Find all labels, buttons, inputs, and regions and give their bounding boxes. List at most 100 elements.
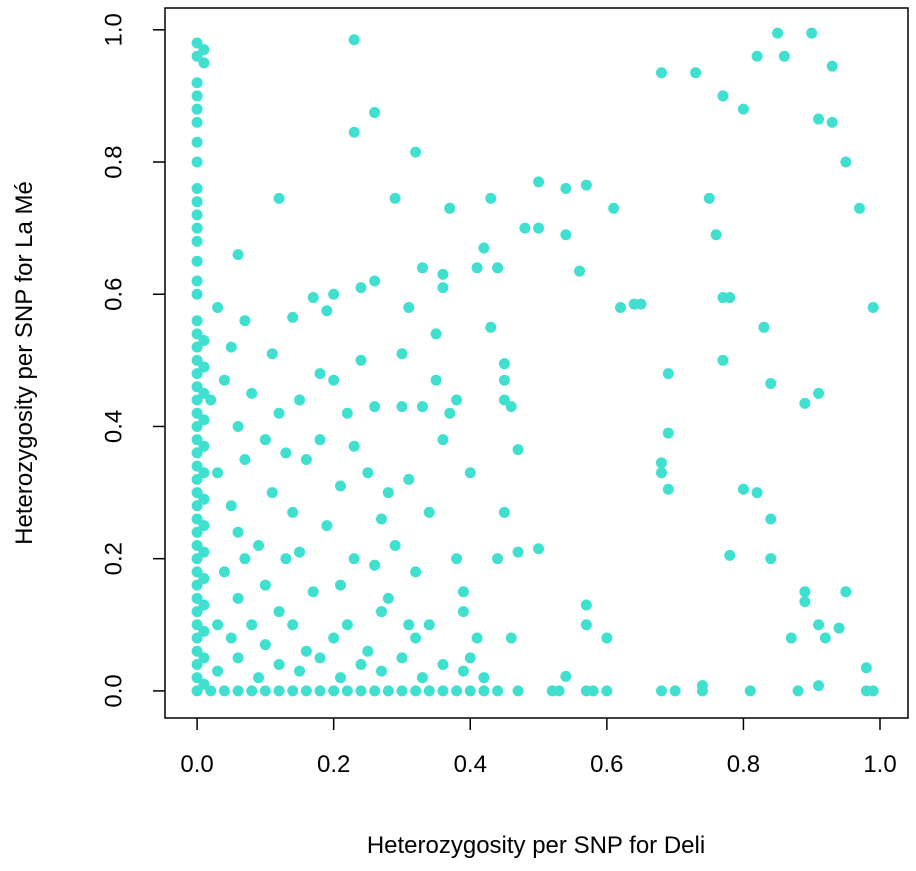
point bbox=[191, 592, 203, 604]
point bbox=[744, 685, 756, 697]
point bbox=[410, 146, 422, 158]
point bbox=[280, 553, 292, 565]
x-tick-label: 0.6 bbox=[590, 751, 623, 778]
point bbox=[451, 685, 463, 697]
point bbox=[369, 685, 381, 697]
point bbox=[239, 553, 251, 565]
point bbox=[813, 387, 825, 399]
point bbox=[232, 249, 244, 261]
point bbox=[191, 606, 203, 618]
point bbox=[601, 632, 613, 644]
point bbox=[410, 632, 422, 644]
point bbox=[765, 377, 777, 389]
point bbox=[437, 282, 449, 294]
point bbox=[232, 685, 244, 697]
point bbox=[246, 685, 258, 697]
point bbox=[403, 619, 415, 631]
point bbox=[375, 606, 387, 618]
x-axis-title: Heterozygosity per SNP for Deli bbox=[367, 832, 705, 859]
point bbox=[423, 506, 435, 518]
point bbox=[198, 361, 210, 373]
point bbox=[655, 67, 667, 79]
point bbox=[198, 599, 210, 611]
point bbox=[335, 480, 347, 492]
point bbox=[232, 592, 244, 604]
point bbox=[259, 434, 271, 446]
point bbox=[533, 543, 545, 555]
point bbox=[191, 579, 203, 591]
point bbox=[451, 553, 463, 565]
point bbox=[191, 553, 203, 565]
point bbox=[737, 483, 749, 495]
point bbox=[273, 407, 285, 419]
point bbox=[560, 670, 572, 682]
y-axis-title: Heterozygosity per SNP for La Mé bbox=[11, 181, 38, 545]
point bbox=[860, 662, 872, 674]
point bbox=[191, 420, 203, 432]
points bbox=[191, 27, 879, 697]
point bbox=[724, 292, 736, 304]
point bbox=[867, 301, 879, 313]
point bbox=[826, 60, 838, 72]
point bbox=[348, 34, 360, 46]
point bbox=[457, 586, 469, 598]
point bbox=[574, 265, 586, 277]
point bbox=[191, 209, 203, 221]
point bbox=[266, 487, 278, 499]
point bbox=[355, 354, 367, 366]
point bbox=[335, 579, 347, 591]
point bbox=[246, 387, 258, 399]
y-tick-label: 0.2 bbox=[100, 542, 127, 575]
point bbox=[191, 341, 203, 353]
point bbox=[710, 229, 722, 241]
point bbox=[198, 678, 210, 690]
point bbox=[198, 414, 210, 426]
point bbox=[314, 368, 326, 380]
point bbox=[662, 368, 674, 380]
point bbox=[191, 354, 203, 366]
point bbox=[826, 116, 838, 128]
point bbox=[396, 652, 408, 664]
point bbox=[553, 685, 565, 697]
point bbox=[239, 315, 251, 327]
point bbox=[403, 301, 415, 313]
point bbox=[519, 222, 531, 234]
plot-frame bbox=[164, 7, 909, 719]
point bbox=[478, 242, 490, 254]
point bbox=[840, 156, 852, 168]
point bbox=[191, 77, 203, 89]
point bbox=[273, 685, 285, 697]
point bbox=[655, 457, 667, 469]
point bbox=[492, 685, 504, 697]
point bbox=[273, 192, 285, 204]
point bbox=[191, 90, 203, 102]
point bbox=[314, 652, 326, 664]
point bbox=[696, 680, 708, 692]
point bbox=[191, 394, 203, 406]
point bbox=[232, 652, 244, 664]
point bbox=[758, 321, 770, 333]
point bbox=[259, 579, 271, 591]
point bbox=[478, 672, 490, 684]
point bbox=[655, 467, 667, 479]
point bbox=[430, 328, 442, 340]
point bbox=[416, 672, 428, 684]
point bbox=[423, 619, 435, 631]
point bbox=[191, 632, 203, 644]
point bbox=[444, 407, 456, 419]
point bbox=[348, 126, 360, 138]
point bbox=[717, 354, 729, 366]
x-tick-label: 0.0 bbox=[180, 751, 213, 778]
point bbox=[191, 368, 203, 380]
point bbox=[355, 685, 367, 697]
point bbox=[369, 275, 381, 287]
point bbox=[266, 348, 278, 360]
point bbox=[512, 685, 524, 697]
point bbox=[778, 50, 790, 62]
point bbox=[328, 374, 340, 386]
point bbox=[854, 202, 866, 214]
point bbox=[396, 685, 408, 697]
point bbox=[191, 473, 203, 485]
x-tick-label: 0.2 bbox=[317, 751, 350, 778]
